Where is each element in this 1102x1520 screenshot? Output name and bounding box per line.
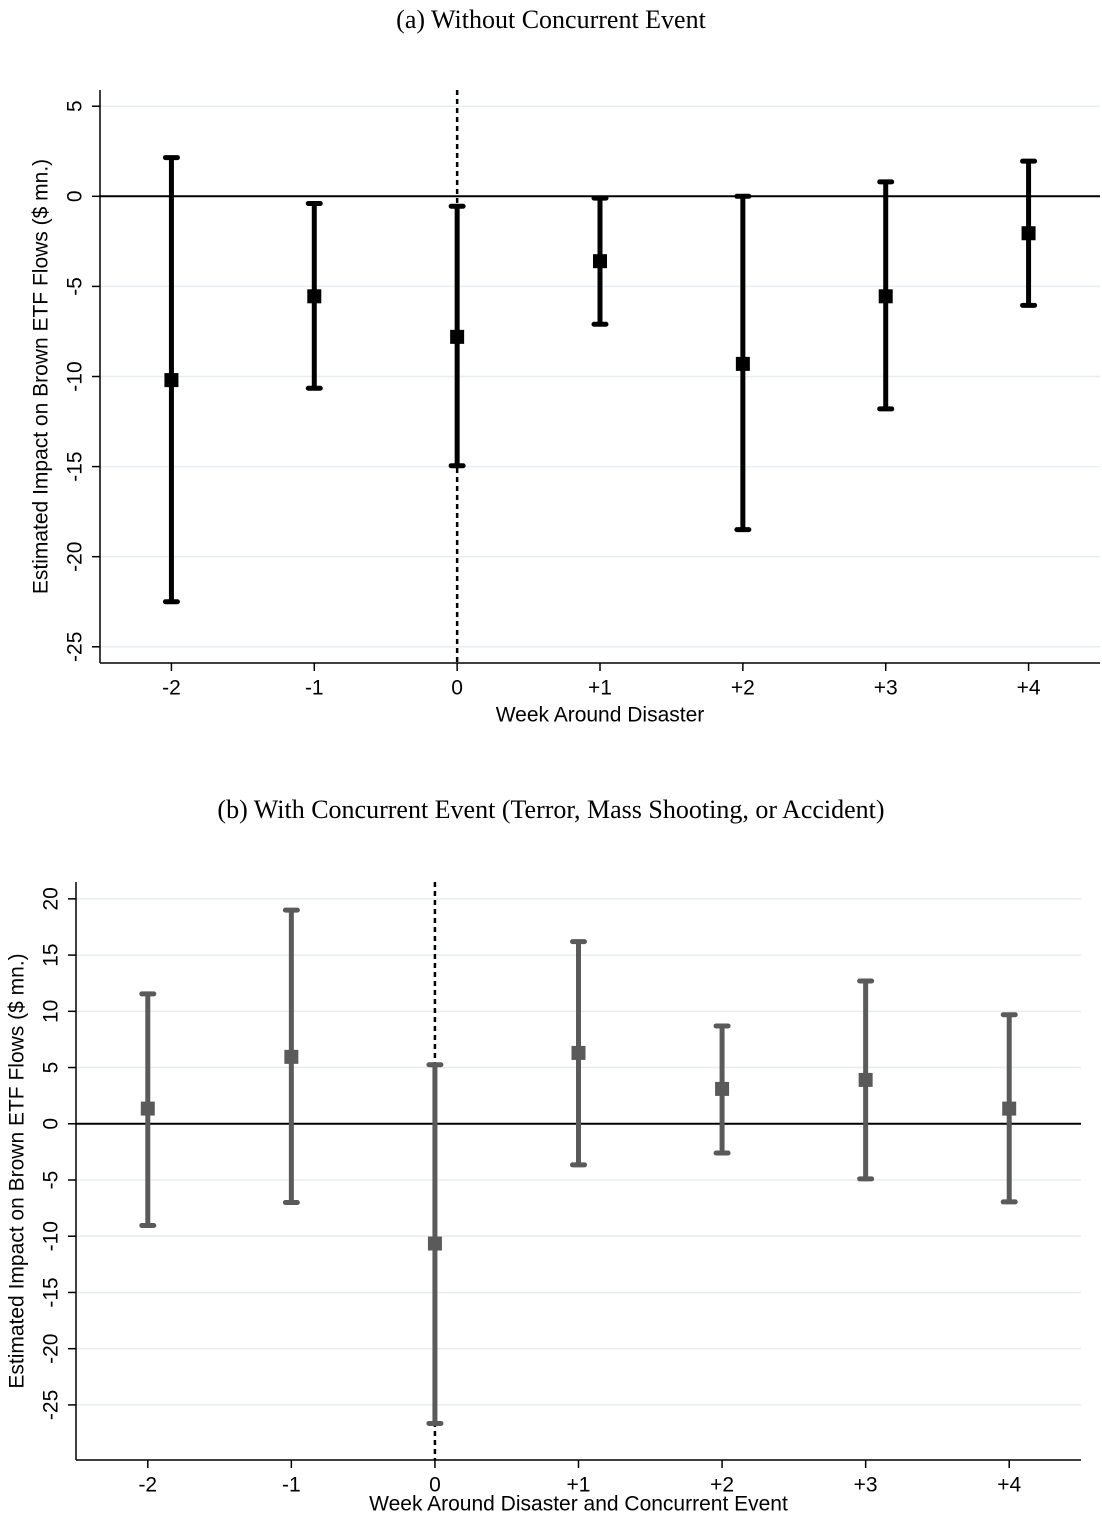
- x-tick-label: 0: [429, 1474, 441, 1497]
- y-tick-label: -25: [40, 1390, 63, 1420]
- point-estimate: [858, 1072, 873, 1087]
- y-tick-label: -5: [64, 277, 87, 296]
- x-tick-label: +3: [874, 677, 898, 700]
- point-estimate: [427, 1236, 442, 1251]
- x-axis-label: Week Around Disaster and Concurrent Even…: [369, 1493, 788, 1516]
- chart-title: (a) Without Concurrent Event: [396, 5, 706, 34]
- y-axis-label: Estimated Impact on Brown ETF Flows ($ m…: [6, 953, 29, 1388]
- x-tick-label: +1: [588, 677, 612, 700]
- x-tick-label: +2: [731, 677, 755, 700]
- y-axis-label: Estimated Impact on Brown ETF Flows ($ m…: [30, 159, 53, 594]
- x-tick-label: -1: [305, 677, 324, 700]
- x-tick-label: -2: [162, 677, 181, 700]
- y-tick-label: 5: [64, 100, 87, 112]
- y-tick-label: -20: [64, 542, 87, 572]
- y-tick-label: -25: [64, 632, 87, 662]
- point-estimate: [571, 1045, 586, 1060]
- x-axis-label: Week Around Disaster: [496, 704, 705, 727]
- y-tick-label: 0: [40, 1118, 63, 1130]
- y-tick-label: 0: [64, 190, 87, 202]
- point-estimate: [307, 289, 322, 304]
- point-estimate: [715, 1081, 730, 1096]
- y-tick-label: -15: [64, 451, 87, 481]
- point-estimate: [1002, 1101, 1017, 1116]
- point-estimate: [878, 289, 893, 304]
- y-tick-label: -20: [40, 1333, 63, 1363]
- x-tick-label: +2: [710, 1474, 734, 1497]
- x-tick-label: -1: [282, 1474, 301, 1497]
- point-estimate: [735, 356, 750, 371]
- point-estimate: [593, 254, 607, 269]
- point-estimate: [284, 1049, 299, 1064]
- x-tick-label: +3: [854, 1474, 878, 1497]
- y-tick-label: 10: [40, 1000, 63, 1023]
- y-tick-label: 5: [40, 1062, 63, 1074]
- point-estimate: [1021, 226, 1036, 241]
- x-tick-label: 0: [451, 677, 463, 700]
- y-tick-label: 15: [40, 943, 63, 966]
- point-estimate: [164, 373, 179, 388]
- y-tick-label: -10: [64, 361, 87, 391]
- y-tick-label: 20: [40, 887, 63, 910]
- point-estimate: [450, 329, 465, 344]
- y-tick-label: -5: [40, 1171, 63, 1190]
- x-tick-label: +4: [997, 1474, 1021, 1497]
- x-tick-label: +1: [567, 1474, 591, 1497]
- chart-title: (b) With Concurrent Event (Terror, Mass …: [217, 795, 884, 824]
- y-tick-label: -10: [40, 1221, 63, 1251]
- x-tick-label: +4: [1017, 677, 1041, 700]
- x-tick-label: -2: [138, 1474, 157, 1497]
- point-estimate: [140, 1101, 155, 1116]
- y-tick-label: -15: [40, 1277, 63, 1307]
